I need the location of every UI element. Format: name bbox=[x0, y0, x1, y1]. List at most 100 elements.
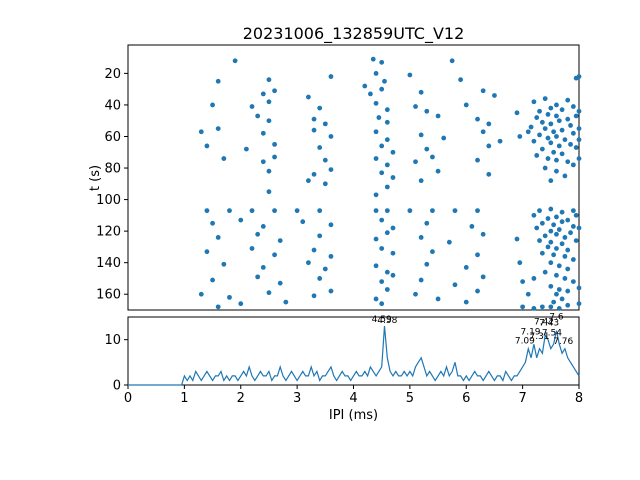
scatter-point bbox=[576, 156, 582, 161]
scatter-point bbox=[407, 72, 413, 78]
scatter-point bbox=[576, 225, 582, 231]
scatter-point bbox=[384, 269, 390, 275]
scatter-point bbox=[260, 265, 266, 270]
scatter-point bbox=[554, 168, 559, 174]
scatter-point bbox=[556, 306, 562, 311]
scatter-point bbox=[565, 159, 571, 165]
scatter-point bbox=[384, 107, 390, 113]
scatter-point bbox=[542, 126, 548, 132]
scatter-point bbox=[379, 59, 385, 65]
scatter-point bbox=[266, 168, 272, 174]
scatter-point bbox=[260, 223, 266, 229]
scatter-point bbox=[272, 208, 277, 214]
x-tick-label: 0 bbox=[124, 391, 132, 406]
scatter-point bbox=[475, 116, 480, 122]
x-tick-label: 2 bbox=[237, 391, 245, 406]
scatter-point bbox=[545, 216, 551, 221]
scatter-point bbox=[311, 247, 317, 253]
scatter-point bbox=[531, 138, 537, 144]
scatter-point bbox=[539, 250, 545, 256]
scatter-point bbox=[570, 223, 576, 229]
scatter-point bbox=[373, 208, 379, 214]
scatter-point bbox=[537, 238, 542, 243]
y-tick-label: 10 bbox=[104, 333, 121, 348]
scatter-point bbox=[215, 235, 221, 240]
scatter-point bbox=[463, 102, 469, 108]
scatter-point bbox=[545, 244, 551, 250]
scatter-point bbox=[537, 208, 542, 214]
scatter-point bbox=[413, 291, 418, 297]
peak-annotation: 7.09 bbox=[515, 336, 535, 346]
scatter-point bbox=[243, 146, 249, 152]
scatter-point bbox=[565, 288, 571, 294]
scatter-point bbox=[537, 108, 542, 114]
x-tick-label: 8 bbox=[575, 391, 583, 406]
scatter-point bbox=[424, 146, 430, 152]
scatter-point bbox=[531, 212, 537, 218]
scatter-point bbox=[379, 86, 385, 92]
scatter-point bbox=[266, 99, 272, 105]
scatter-point bbox=[548, 105, 554, 111]
scatter-point bbox=[449, 58, 455, 64]
scatter-point bbox=[542, 233, 548, 239]
scatter-point bbox=[227, 208, 232, 214]
scatter-point bbox=[322, 121, 328, 127]
scatter-point bbox=[562, 137, 568, 143]
scatter-point bbox=[497, 138, 503, 144]
scatter-point bbox=[542, 269, 548, 275]
y-tick-label: 0 bbox=[113, 379, 121, 394]
scatter-point bbox=[565, 116, 571, 122]
scatter-point bbox=[255, 113, 261, 119]
scatter-point bbox=[573, 145, 579, 150]
scatter-point bbox=[379, 246, 385, 251]
scatter-point bbox=[463, 299, 469, 305]
scatter-point bbox=[525, 129, 531, 135]
scatter-point bbox=[568, 230, 573, 236]
scatter-point bbox=[554, 113, 559, 119]
y-tick-label: 20 bbox=[104, 67, 121, 82]
scatter-point bbox=[317, 105, 323, 111]
scatter-point bbox=[373, 70, 379, 76]
peak-annotation: 7.31 bbox=[530, 332, 550, 342]
peak-annotation: 7.42 bbox=[534, 318, 554, 328]
scatter-point bbox=[384, 162, 390, 168]
scatter-point bbox=[424, 220, 430, 226]
scatter-point bbox=[542, 165, 548, 171]
scatter-point bbox=[548, 121, 554, 127]
scatter-point bbox=[551, 222, 557, 228]
scatter-point bbox=[551, 252, 557, 258]
scatter-point bbox=[528, 124, 534, 130]
scatter-point bbox=[551, 299, 557, 305]
scatter-point bbox=[317, 276, 323, 281]
scatter-point bbox=[570, 257, 576, 262]
scatter-point bbox=[407, 208, 413, 214]
scatter-point bbox=[266, 189, 272, 195]
scatter-point bbox=[277, 238, 283, 243]
scatter-point bbox=[204, 249, 210, 255]
scatter-point bbox=[545, 135, 551, 141]
scatter-point bbox=[300, 219, 306, 225]
scatter-point bbox=[390, 272, 396, 278]
scatter-point bbox=[413, 159, 418, 165]
scatter-point bbox=[576, 137, 582, 143]
scatter-point bbox=[565, 302, 571, 308]
scatter-point bbox=[390, 175, 396, 180]
scatter-point bbox=[568, 141, 573, 147]
scatter-point bbox=[565, 217, 571, 223]
scatter-point bbox=[539, 304, 545, 310]
peak-annotation: 7.43 bbox=[539, 319, 559, 329]
scatter-point bbox=[317, 145, 323, 150]
x-axis-label: IPI (ms) bbox=[328, 408, 379, 423]
scatter-point bbox=[379, 143, 385, 149]
scatter-point bbox=[559, 209, 565, 215]
scatter-point bbox=[548, 140, 554, 146]
scatter-point bbox=[486, 143, 492, 149]
scatter-point bbox=[554, 291, 559, 297]
scatter-point bbox=[556, 287, 562, 292]
scatter-point bbox=[562, 276, 568, 281]
scatter-point bbox=[306, 94, 311, 100]
scatter-point bbox=[311, 116, 317, 122]
x-tick-label: 4 bbox=[349, 391, 357, 406]
scatter-point bbox=[570, 130, 576, 136]
scatter-point bbox=[480, 88, 486, 94]
